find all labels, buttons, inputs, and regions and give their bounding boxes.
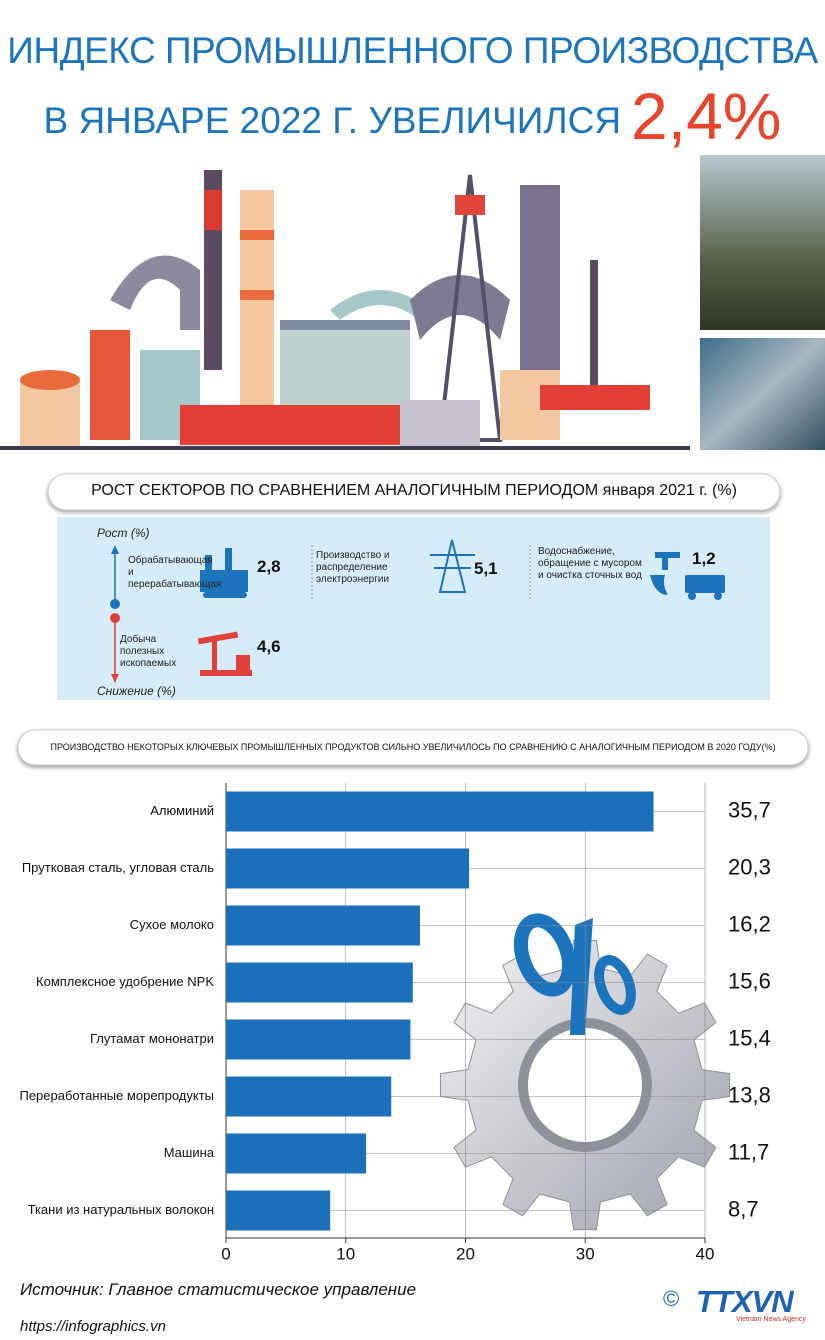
oil-pump-icon: [197, 631, 252, 676]
value-label: 35,7: [728, 797, 771, 822]
x-tick-label: 20: [456, 1244, 475, 1263]
dot: [110, 599, 120, 609]
category-label: Алюминий: [150, 803, 214, 818]
bar: [226, 791, 654, 832]
decline-arrow-head: [111, 674, 119, 683]
subtitle-text: В ЯНВАРЕ 2022 Г. УВЕЛИЧИЛСЯ: [43, 100, 622, 141]
x-tick-label: 0: [221, 1244, 230, 1263]
bar: [226, 1076, 392, 1117]
photo: [700, 338, 825, 450]
bar: [226, 1133, 367, 1174]
sector-value: 2,8: [257, 557, 281, 576]
url: https://infographics.vn: [20, 1318, 166, 1335]
bar: [226, 905, 420, 946]
decline-label: Снижение (%): [97, 684, 176, 698]
factory-icon: [200, 548, 248, 598]
category-label: Переработанные морепродукты: [19, 1088, 214, 1103]
source: Источник: Главное статистическое управле…: [20, 1280, 417, 1299]
value-label: 11,7: [728, 1139, 769, 1164]
water-icon: [650, 552, 725, 600]
category-label: Прутковая сталь, угловая сталь: [22, 860, 214, 875]
category-label: Машина: [164, 1145, 215, 1160]
percent-glyph: [513, 913, 577, 997]
value-label: 16,2: [728, 911, 771, 936]
value-label: 20,3: [728, 854, 771, 879]
category-label: Комплексное удобрение NPK: [36, 974, 214, 989]
sector-value: 5,1: [474, 559, 498, 578]
value-label: 8,7: [728, 1196, 759, 1221]
copyright: ©: [663, 1286, 680, 1311]
bar: [226, 962, 413, 1003]
pylon-icon: [430, 539, 475, 593]
percent-glyph: [594, 955, 636, 1015]
category-label: Глутамат мононатри: [90, 1031, 214, 1046]
sector-name: Обрабатывающая и перерабатывающая: [128, 555, 222, 590]
sector-value: 4,6: [257, 637, 281, 656]
dot: [110, 613, 120, 623]
value-label: 15,6: [728, 968, 771, 993]
section-title: РОСТ СЕКТОРОВ ПО СРАВНЕНИЕМ АНАЛОГИЧНЫМ …: [91, 482, 737, 499]
subtitle: В ЯНВАРЕ 2022 Г. УВЕЛИЧИЛСЯ 2,4%: [0, 78, 825, 154]
x-tick-label: 10: [336, 1244, 355, 1263]
agency: Vietnam News Agency: [736, 1316, 806, 1323]
category-label: Сухое молоко: [130, 917, 214, 932]
x-tick-label: 30: [576, 1244, 595, 1263]
value-label: 13,8: [728, 1082, 771, 1107]
bar: [226, 1019, 411, 1060]
chart-title: ПРОИЗВОДСТВО НЕКОТОРЫХ КЛЮЧЕВЫХ ПРОМЫШЛЕ…: [50, 742, 776, 752]
bar: [226, 1190, 331, 1231]
factory-illustration: [0, 170, 690, 450]
category-label: Ткани из натуральных волокон: [28, 1202, 214, 1217]
logo: TTXVN: [696, 1284, 794, 1319]
sector-name: Водоснабжение, обращение с мусором и очи…: [538, 546, 642, 581]
sectors-panel: [57, 517, 770, 700]
growth-label: Рост (%): [97, 526, 150, 540]
headline-value: 2,4%: [631, 79, 782, 153]
sector-name: Производство и распределение электроэнер…: [316, 550, 390, 585]
growth-arrow-head: [111, 545, 119, 554]
value-label: 15,4: [728, 1025, 771, 1050]
bar: [226, 848, 470, 889]
x-tick-label: 40: [696, 1244, 715, 1263]
photo: [700, 155, 825, 330]
percent-glyph: [570, 918, 593, 1035]
sector-name: Добыча полезных ископаемых: [120, 634, 177, 669]
chart-title-bar: [17, 729, 809, 766]
sector-value: 1,2: [692, 549, 716, 568]
section-title-bar: [47, 473, 781, 511]
title: ИНДЕКС ПРОМЫШЛЕННОГО ПРОИЗВОДСТВА: [7, 30, 818, 71]
